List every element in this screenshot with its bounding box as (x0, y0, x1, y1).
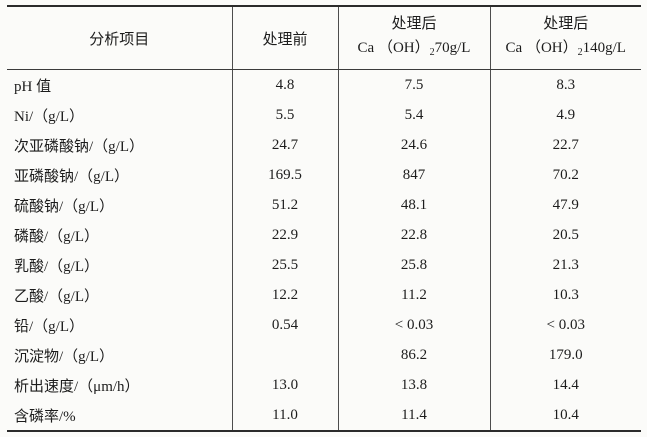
cell-after140: 47.9 (552, 196, 579, 213)
header-analysis-item-label: 分析项目 (89, 31, 150, 48)
cell-after140: < 0.03 (546, 316, 585, 333)
header-analysis-item: 分析项目 (7, 6, 233, 70)
cell-after70: 24.6 (338, 130, 491, 160)
cell-after70: 7.5 (338, 69, 491, 100)
cell-label: 乳酸/（g/L） (7, 250, 233, 280)
table-row: 铅/（g/L） 0.54 < 0.03 < 0.03 (7, 310, 641, 340)
cell-after70: 11.2 (338, 280, 491, 310)
cell-label: 含磷率/% (7, 400, 233, 431)
cell-before: 0.54 (232, 310, 339, 340)
cell-after140: 10.4 (552, 406, 579, 423)
header-after-treatment-70: 处理后 Ca （OH）270g/L (338, 6, 491, 70)
subscript-2: 2 (429, 46, 435, 58)
cell-label: 乙酸/（g/L） (7, 280, 233, 310)
cell-label: 析出速度/（μm/h） (7, 370, 233, 400)
table-row: 乳酸/（g/L） 25.5 25.8 21.3 (7, 250, 641, 280)
table-row: 亚磷酸钠/（g/L） 169.5 847 70.2 (7, 160, 641, 190)
cell-before: 12.2 (232, 280, 339, 310)
cell-before: 169.5 (232, 160, 339, 190)
table-row: 磷酸/（g/L） 22.9 22.8 20.5 (7, 220, 641, 250)
cell-after70: 86.2 (338, 340, 491, 370)
table-header: 分析项目 处理前 处理后 Ca （OH）270g/L 处理后 Ca （OH）21… (7, 6, 641, 70)
cell-after70: 5.4 (338, 100, 491, 130)
cell-after70: 847 (338, 160, 491, 190)
table-row: 硫酸钠/（g/L） 51.2 48.1 47.9 (7, 190, 641, 220)
cell-after140: 22.7 (552, 136, 579, 153)
cell-before: 24.7 (232, 130, 339, 160)
table-row: 含磷率/% 11.0 11.4 10.4 (7, 400, 641, 431)
table-row: pH 值 4.8 7.5 8.3 (7, 69, 641, 100)
header-before-treatment: 处理前 (232, 6, 339, 70)
header-after-treatment-140: 处理后 Ca （OH）2140g/L (490, 6, 641, 70)
header-row: 分析项目 处理前 处理后 Ca （OH）270g/L 处理后 Ca （OH）21… (7, 6, 641, 70)
header-after-140-formula: Ca （OH）2140g/L (505, 39, 626, 58)
cell-label: Ni/（g/L） (7, 100, 233, 130)
cell-before: 5.5 (232, 100, 339, 130)
cell-after140: 14.4 (552, 376, 579, 393)
cell-before: 25.5 (232, 250, 339, 280)
cell-label: 硫酸钠/（g/L） (7, 190, 233, 220)
table-row: 析出速度/（μm/h） 13.0 13.8 14.4 (7, 370, 641, 400)
cell-label: 亚磷酸钠/（g/L） (7, 160, 233, 190)
cell-before: 13.0 (232, 370, 339, 400)
cell-after70: 48.1 (338, 190, 491, 220)
header-before-treatment-label: 处理前 (262, 31, 308, 48)
cell-label: pH 值 (7, 69, 233, 100)
table-body: pH 值 4.8 7.5 8.3 Ni/（g/L） 5.5 5.4 4.9 次亚… (7, 69, 641, 431)
header-after-70-formula: Ca （OH）270g/L (357, 39, 471, 58)
cell-label: 铅/（g/L） (7, 310, 233, 340)
cell-before: 51.2 (232, 190, 339, 220)
cell-after140: 21.3 (552, 256, 579, 273)
cell-after70: < 0.03 (338, 310, 491, 340)
cell-after140: 4.9 (556, 106, 576, 123)
cell-label: 次亚磷酸钠/（g/L） (7, 130, 233, 160)
table-row: 次亚磷酸钠/（g/L） 24.7 24.6 22.7 (7, 130, 641, 160)
cell-label: 沉淀物/（g/L） (7, 340, 233, 370)
cell-after140: 20.5 (552, 226, 579, 243)
cell-after140: 70.2 (552, 166, 579, 183)
cell-before (232, 340, 339, 370)
header-after-140-line1: 处理后 (543, 15, 589, 32)
cell-before: 22.9 (232, 220, 339, 250)
cell-after70: 22.8 (338, 220, 491, 250)
cell-before: 11.0 (232, 400, 339, 431)
cell-label: 磷酸/（g/L） (7, 220, 233, 250)
table-row: 乙酸/（g/L） 12.2 11.2 10.3 (7, 280, 641, 310)
cell-after140: 10.3 (552, 286, 579, 303)
cell-after140: 179.0 (548, 346, 583, 363)
cell-after140: 8.3 (556, 76, 576, 93)
cell-after70: 11.4 (338, 400, 491, 431)
subscript-2: 2 (577, 46, 583, 58)
analysis-table: 分析项目 处理前 处理后 Ca （OH）270g/L 处理后 Ca （OH）21… (7, 5, 641, 432)
cell-before: 4.8 (232, 69, 339, 100)
cell-after70: 25.8 (338, 250, 491, 280)
cell-after70: 13.8 (338, 370, 491, 400)
table-row: Ni/（g/L） 5.5 5.4 4.9 (7, 100, 641, 130)
header-after-70-line1: 处理后 (391, 15, 437, 32)
table-row: 沉淀物/（g/L） 86.2 179.0 (7, 340, 641, 370)
